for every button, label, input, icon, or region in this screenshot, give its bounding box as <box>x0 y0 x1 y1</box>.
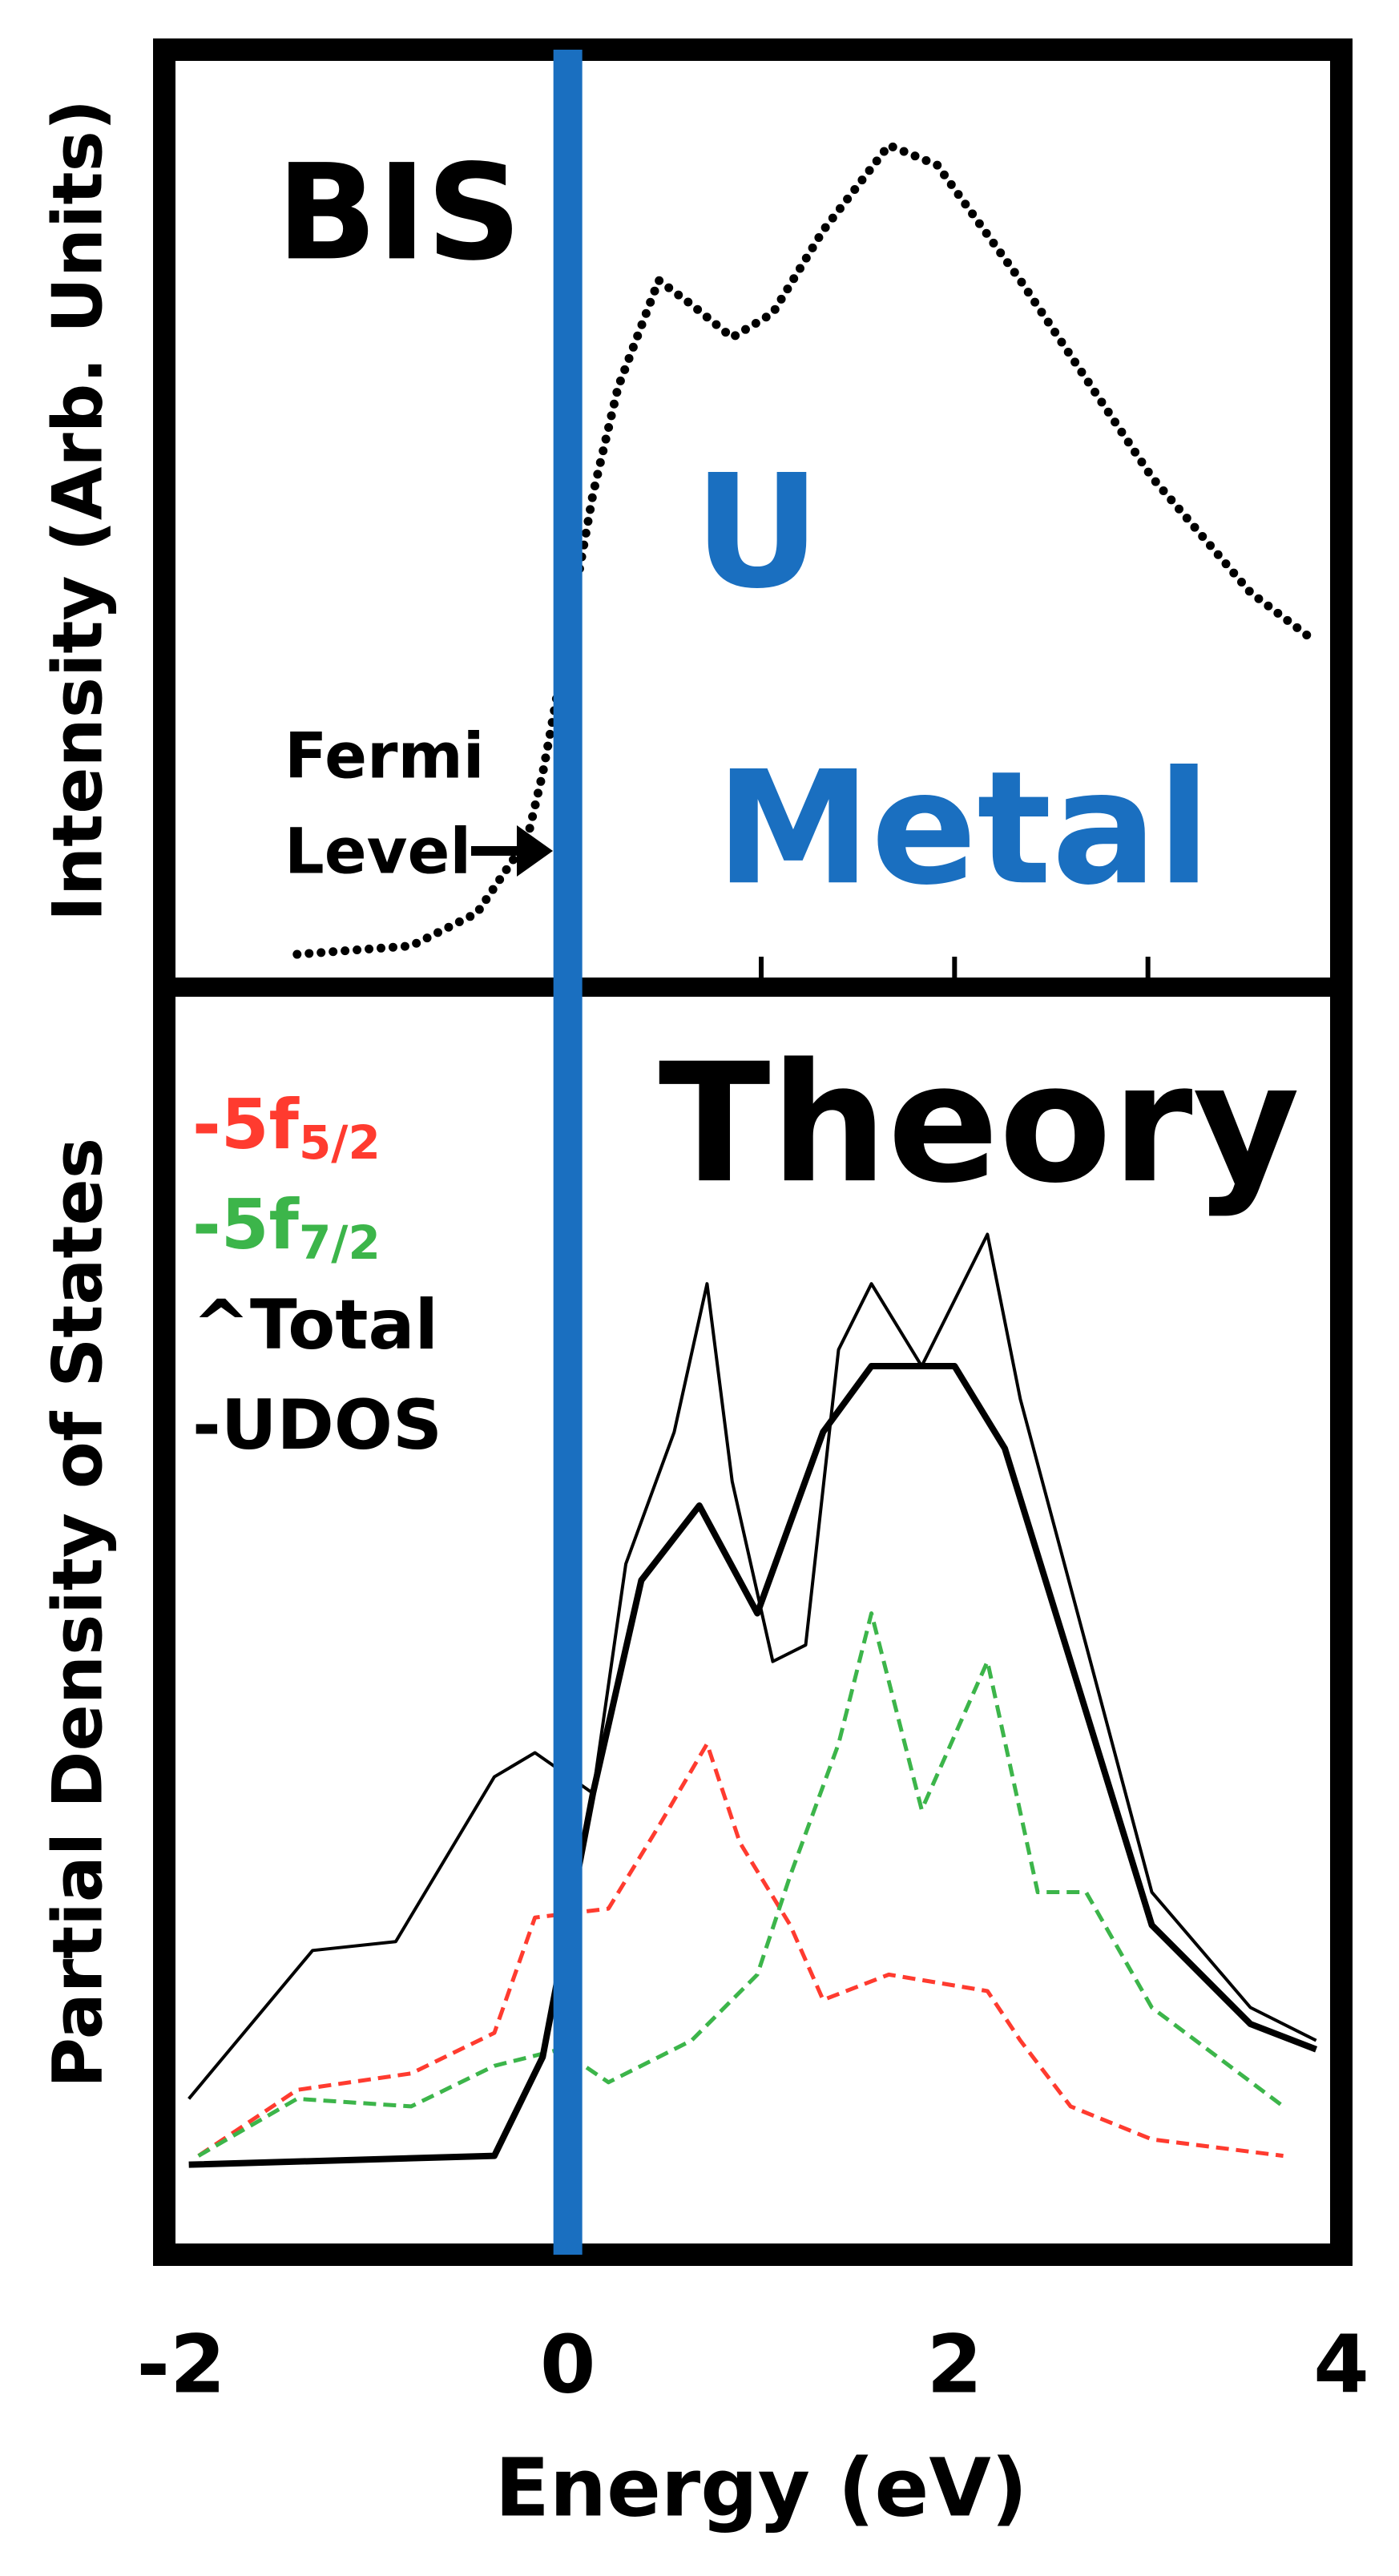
x-tick-label: 4 <box>1313 2317 1369 2411</box>
top-title: BIS <box>276 135 522 289</box>
y-axis-label: Partial Density of States <box>38 1138 118 2088</box>
legend-entry: -5f5/2 <box>192 1085 381 1170</box>
annotation: U <box>694 441 820 623</box>
legend-entry: -5f7/2 <box>192 1185 381 1270</box>
legend-label: ^Total <box>192 1285 438 1365</box>
data-line <box>197 1741 1284 2159</box>
frame <box>153 38 1353 2266</box>
legend-entry: ^Total <box>192 1285 438 1365</box>
y-axis-label: Intensity (Arb. Units) <box>38 99 118 921</box>
data-line <box>197 1611 1285 2158</box>
bottom-title: Theory <box>659 1029 1300 1219</box>
x-tick-label: 2 <box>927 2317 983 2411</box>
x-tick-label: -2 <box>136 2317 225 2411</box>
annotation: Metal <box>716 737 1211 919</box>
fermi-level-line <box>553 50 583 2255</box>
fermi-arrow <box>471 825 553 877</box>
x-tick-label: 0 <box>540 2317 596 2411</box>
legend-subscript: 5/2 <box>299 1115 381 1170</box>
annotation: Level <box>284 816 471 888</box>
data-line <box>187 1232 1317 2100</box>
legend-label: -5f <box>192 1185 300 1265</box>
legend-subscript: 7/2 <box>299 1215 381 1270</box>
annotation: Fermi <box>284 720 485 792</box>
x-axis-label: Energy (eV) <box>495 2441 1028 2534</box>
legend-label: -5f <box>192 1085 300 1165</box>
legend-label: -UDOS <box>192 1385 442 1465</box>
legend-entry: -UDOS <box>192 1385 442 1465</box>
